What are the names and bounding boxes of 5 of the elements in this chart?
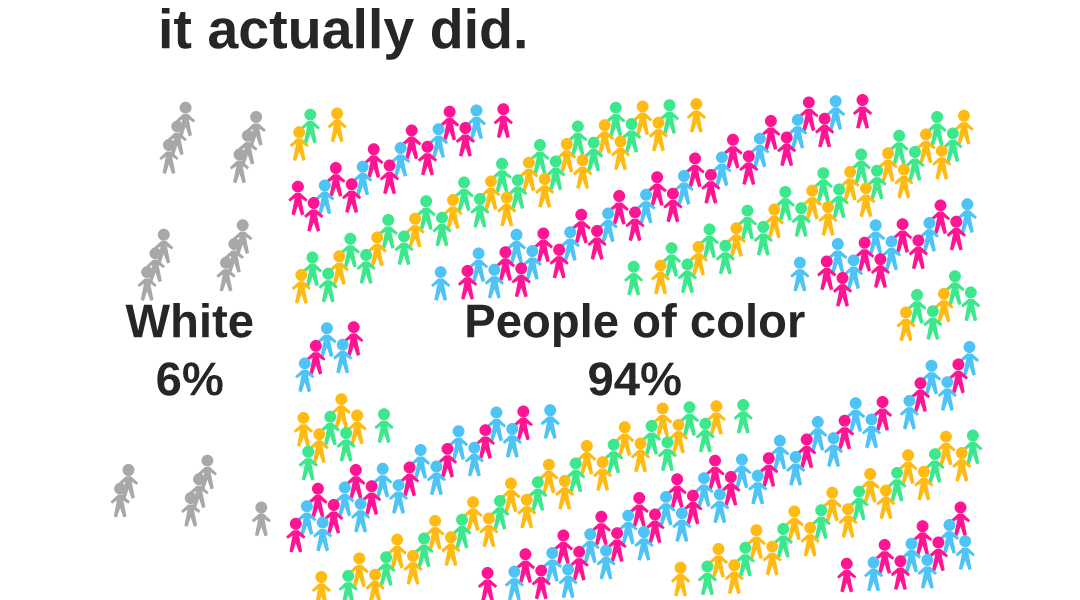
- category-label: People of color: [467, 302, 805, 348]
- text: it actually did.: [161, 8, 525, 60]
- data-label: 94%: [589, 362, 681, 396]
- data-label: 6%: [157, 362, 223, 396]
- category-label: White: [125, 302, 253, 338]
